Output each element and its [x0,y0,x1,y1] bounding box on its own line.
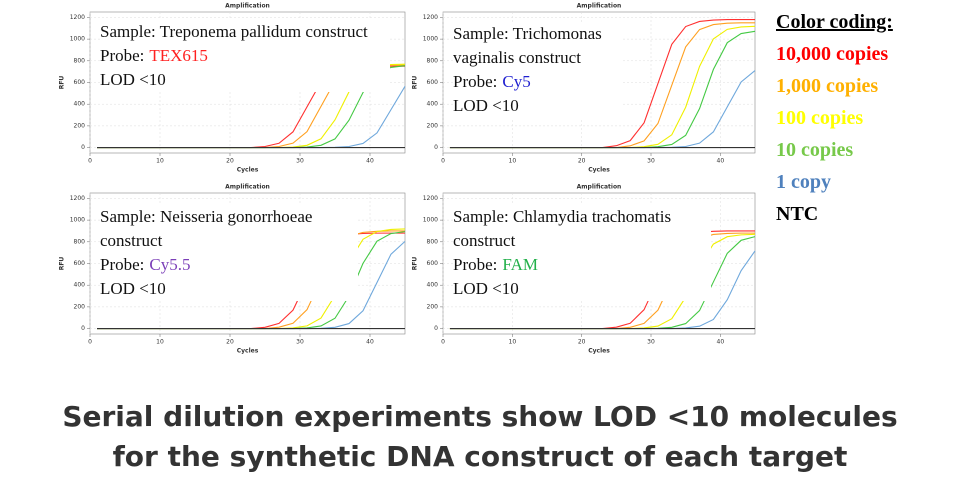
sample-text: Sample: Treponema pallidum construct [100,22,368,41]
annotation: Sample: Trichomonas vaginalis construct P… [453,22,621,118]
x-tick-label: 40 [366,339,374,346]
y-tick-label: 800 [427,57,439,64]
y-axis-label: RFU [59,76,66,90]
y-tick-label: 600 [74,260,86,267]
legend-entry: NTC [776,203,819,225]
y-tick-label: 200 [74,122,86,129]
x-tick-label: 20 [226,158,234,165]
lod-text: LOD <10 [100,279,166,298]
caption-line: Serial dilution experiments show LOD <10… [62,400,898,433]
caption-line: for the synthetic DNA construct of each … [112,440,848,473]
y-tick-label: 400 [74,101,86,108]
x-tick-label: 30 [296,339,304,346]
lod-text: LOD <10 [453,279,519,298]
x-axis-label: Cycles [237,167,259,174]
probe-label: Probe: [100,255,145,274]
x-tick-label: 20 [578,158,586,165]
x-tick-label: 30 [647,339,655,346]
y-tick-label: 200 [74,303,86,310]
y-tick-label: 1200 [423,195,438,202]
y-tick-label: 800 [427,238,439,245]
x-tick-label: 10 [156,158,164,165]
sample-text: Sample: Neisseria gonorrhoeae construct [100,207,313,250]
y-tick-label: 600 [427,260,439,267]
y-tick-label: 400 [74,282,86,289]
y-tick-label: 1000 [70,36,85,43]
probe-name: Cy5.5 [149,255,191,274]
y-tick-label: 400 [427,101,439,108]
y-tick-label: 0 [434,144,438,151]
x-tick-label: 10 [156,339,164,346]
probe-line: Probe: Cy5 [453,70,621,94]
legend-entry: 10,000 copies [776,43,889,65]
legend-title: Color coding: [776,11,893,33]
y-tick-label: 0 [81,144,85,151]
x-tick-label: 10 [509,339,517,346]
probe-name: FAM [502,255,538,274]
chart-title: Amplification [577,3,622,10]
x-tick-label: 0 [88,158,92,165]
x-tick-label: 20 [226,339,234,346]
legend-entry: 1,000 copies [776,75,879,97]
x-axis-label: Cycles [588,348,610,355]
legend-entry: 100 copies [776,107,864,129]
legend-entry: 10 copies [776,139,854,161]
x-tick-label: 40 [717,339,725,346]
annotation: Sample: Neisseria gonorrhoeae construct P… [100,205,358,301]
x-tick-label: 30 [647,158,655,165]
y-axis-label: RFU [412,257,419,271]
y-tick-label: 400 [427,282,439,289]
lod-text: LOD <10 [453,96,519,115]
y-tick-label: 1000 [70,217,85,224]
sample-text: Sample: Chlamydia trachomatis construct [453,207,672,250]
lod-text: LOD <10 [100,70,166,89]
y-tick-label: 1200 [70,14,85,21]
probe-name: Cy5 [502,72,531,91]
x-axis-label: Cycles [237,348,259,355]
y-tick-label: 0 [81,325,85,332]
x-tick-label: 0 [88,339,92,346]
y-tick-label: 200 [427,303,439,310]
x-tick-label: 0 [441,339,445,346]
x-tick-label: 30 [296,158,304,165]
probe-label: Probe: [100,46,145,65]
x-tick-label: 40 [366,158,374,165]
sample-text: Sample: Trichomonas vaginalis construct [453,24,602,67]
legend-entry: 1 copy [776,171,831,193]
probe-line: Probe: Cy5.5 [100,253,358,277]
probe-label: Probe: [453,255,498,274]
y-axis-label: RFU [59,257,66,271]
color-coding: Color coding: 10,000 copies 1,000 copies 1… [776,6,893,230]
y-tick-label: 600 [427,79,439,86]
y-tick-label: 0 [434,325,438,332]
probe-line: Probe: FAM [453,253,711,277]
probe-label: Probe: [453,72,498,91]
x-tick-label: 10 [509,158,517,165]
probe-name: TEX615 [149,46,208,65]
chart-title: Amplification [577,184,622,191]
x-tick-label: 40 [717,158,725,165]
y-axis-label: RFU [412,76,419,90]
x-axis-label: Cycles [588,167,610,174]
y-tick-label: 1200 [70,195,85,202]
y-tick-label: 1000 [423,217,438,224]
chart-title: Amplification [225,3,270,10]
y-tick-label: 800 [74,238,86,245]
x-tick-label: 0 [441,158,445,165]
y-tick-label: 600 [74,79,86,86]
annotation: Sample: Treponema pallidum construct Prob… [100,20,390,92]
y-tick-label: 1000 [423,36,438,43]
y-tick-label: 1200 [423,14,438,21]
annotation: Sample: Chlamydia trachomatis construct P… [453,205,711,301]
y-tick-label: 800 [74,57,86,64]
probe-line: Probe: TEX615 [100,44,390,68]
y-tick-label: 200 [427,122,439,129]
chart-title: Amplification [225,184,270,191]
x-tick-label: 20 [578,339,586,346]
